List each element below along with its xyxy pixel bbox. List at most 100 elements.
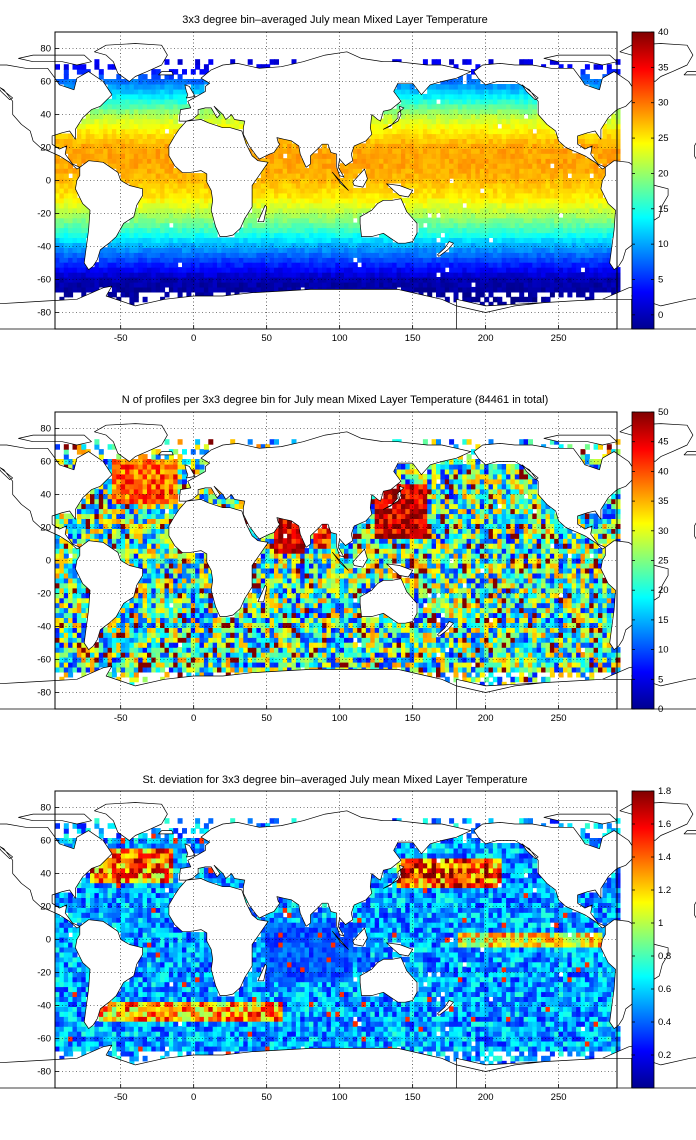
heatmap-cell [519, 227, 525, 234]
heatmap-cell [190, 257, 196, 263]
heatmap-cell [265, 227, 271, 234]
heatmap-cell [177, 272, 183, 278]
heatmap-cell [466, 252, 472, 258]
heatmap-cell [72, 642, 78, 648]
heatmap-cell [256, 232, 262, 238]
heatmap-cell [295, 192, 301, 199]
heatmap-cell [282, 207, 288, 214]
heatmap-cell [317, 247, 323, 253]
heatmap-cell [396, 138, 402, 144]
heatmap-cell [598, 168, 603, 174]
heatmap-cell [414, 138, 420, 144]
heatmap-cell [147, 217, 152, 224]
heatmap-cell [120, 123, 126, 130]
heatmap-cell [589, 197, 595, 204]
heatmap-cell [282, 237, 288, 243]
heatmap-cell [567, 247, 573, 253]
heatmap-cell [523, 277, 529, 283]
heatmap-cell [72, 232, 78, 238]
heatmap-cell [545, 153, 551, 159]
heatmap-cell [190, 79, 196, 85]
heatmap-cell [98, 113, 104, 120]
heatmap-cell [278, 252, 284, 258]
heatmap-cell [195, 79, 201, 85]
heatmap-cell [422, 123, 428, 130]
heatmap-cell [195, 59, 201, 65]
heatmap-cell [186, 207, 192, 214]
heatmap-cell [344, 217, 349, 224]
heatmap-cell [409, 262, 415, 268]
heatmap-cell [519, 282, 525, 288]
heatmap-cell [295, 282, 301, 288]
heatmap-cell [357, 202, 363, 209]
heatmap-cell [72, 637, 78, 643]
heatmap-cell [111, 513, 117, 519]
heatmap-cell [409, 286, 415, 293]
heatmap-cell [190, 237, 196, 243]
heatmap-cell [260, 227, 266, 234]
heatmap-cell [431, 277, 437, 283]
heatmap-cell [554, 158, 560, 164]
heatmap-cell [76, 647, 82, 653]
heatmap-cell [317, 168, 323, 174]
heatmap-cell [287, 262, 293, 268]
heatmap-cell [457, 103, 463, 110]
heatmap-cell [142, 513, 148, 519]
heatmap-cell [593, 79, 599, 85]
heatmap-cell [422, 232, 428, 238]
heatmap-cell [203, 212, 209, 219]
heatmap-cell [589, 79, 595, 85]
heatmap-cell [142, 158, 148, 164]
heatmap-cell [584, 183, 590, 189]
heatmap-cell [471, 192, 476, 199]
heatmap-cell [147, 538, 152, 544]
heatmap-cell [492, 247, 498, 253]
heatmap-cell [182, 232, 187, 238]
heatmap-cell [247, 242, 253, 248]
heatmap-cell [484, 262, 490, 268]
heatmap-cell [589, 286, 595, 293]
heatmap-cell [120, 498, 126, 505]
heatmap-cell [190, 227, 196, 234]
heatmap-cell [431, 282, 437, 288]
heatmap-cell [396, 148, 402, 154]
heatmap-cell [510, 88, 516, 95]
heatmap-cell [361, 247, 367, 253]
heatmap-cell [155, 103, 161, 110]
heatmap-cell [81, 612, 87, 618]
heatmap-cell [274, 173, 279, 179]
heatmap-cell [541, 123, 547, 130]
heatmap-cell [365, 178, 371, 184]
heatmap-cell [422, 192, 428, 199]
heatmap-cell [151, 222, 157, 229]
heatmap-cell [576, 197, 582, 204]
heatmap-cell [98, 538, 104, 544]
heatmap-cell [212, 237, 218, 243]
heatmap-cell [85, 123, 91, 130]
heatmap-cell [365, 158, 371, 164]
heatmap-cell [63, 242, 69, 248]
heatmap-cell [291, 247, 297, 253]
heatmap-cell [76, 242, 82, 248]
heatmap-cell [436, 232, 441, 238]
heatmap-cell [497, 222, 503, 229]
heatmap-cell [453, 173, 459, 179]
heatmap-cell [256, 242, 262, 248]
heatmap-cell [55, 597, 60, 604]
heatmap-cell [335, 178, 341, 184]
heatmap-cell [265, 267, 271, 273]
heatmap-cell [519, 93, 525, 100]
heatmap-cell [598, 257, 603, 263]
heatmap-cell [68, 617, 74, 623]
heatmap-cell [466, 242, 472, 248]
heatmap-cell [545, 158, 551, 164]
heatmap-cell [453, 217, 459, 224]
heatmap-cell [387, 108, 393, 115]
heatmap-cell [519, 291, 525, 298]
heatmap-cell [120, 252, 126, 258]
heatmap-cell [116, 508, 122, 515]
heatmap-cell [116, 642, 122, 648]
heatmap-cell [151, 123, 157, 130]
heatmap-cell [449, 103, 455, 110]
